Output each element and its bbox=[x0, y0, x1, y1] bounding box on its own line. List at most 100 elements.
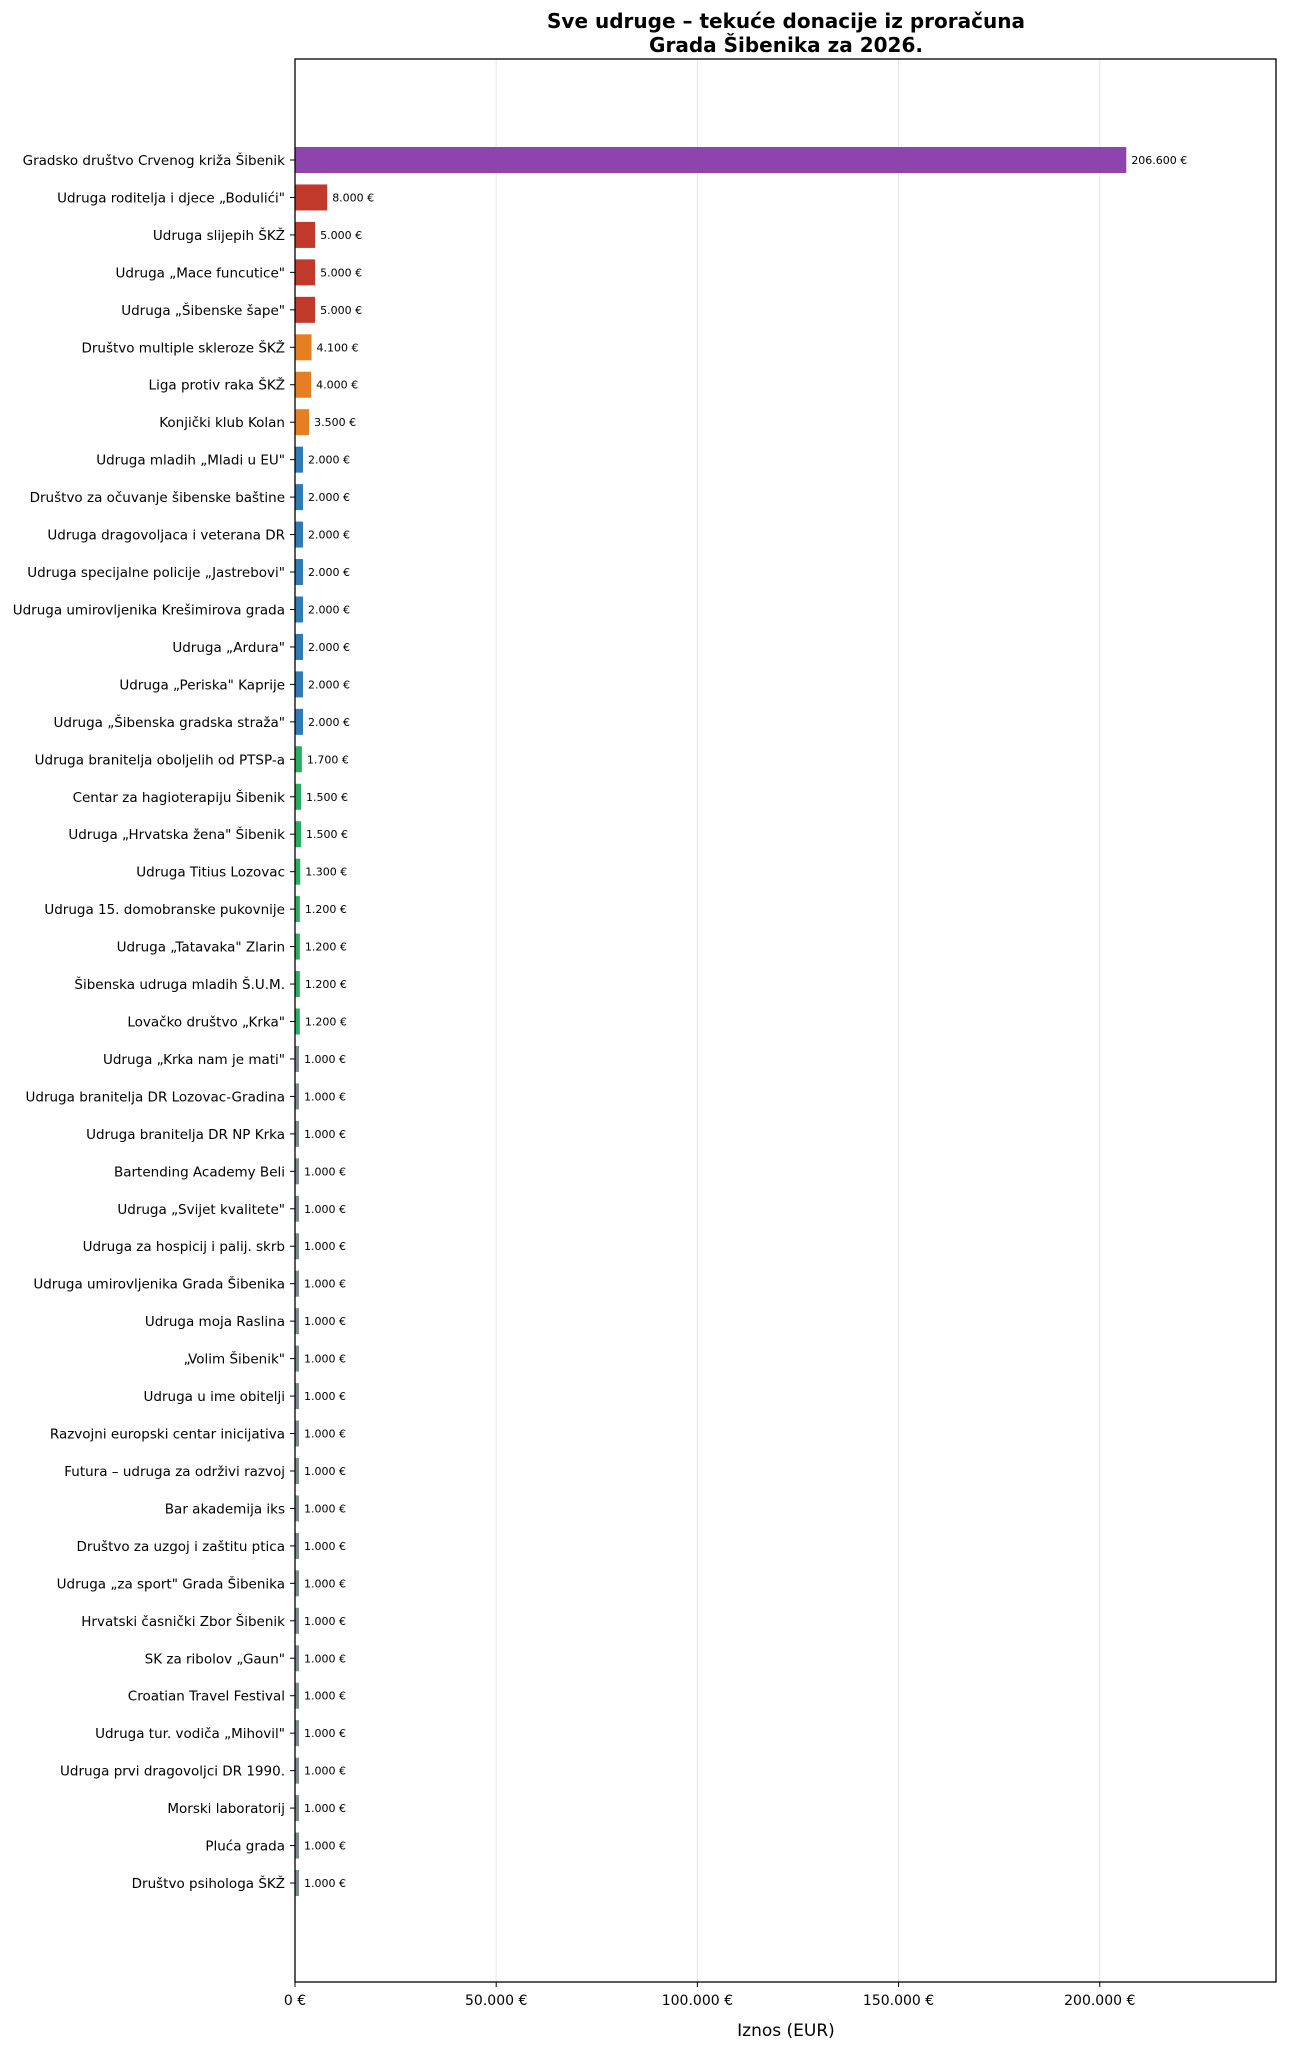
bar bbox=[295, 409, 310, 436]
y-tick-label: Udruga „Mace funcutice" bbox=[116, 265, 285, 281]
y-tick-label: Udruga „Svijet kvalitete" bbox=[117, 1202, 285, 1218]
y-tick-label: Udruga „Krka nam je mati" bbox=[103, 1052, 285, 1068]
bar bbox=[295, 1158, 300, 1185]
bar-value-label: 5.000 € bbox=[320, 304, 362, 317]
bar-value-label: 1.000 € bbox=[304, 1090, 346, 1103]
chart-title-line-2: Grada Šibenika za 2026. bbox=[649, 33, 923, 57]
y-tick-label: Društvo psihologa ŠKŽ bbox=[132, 1874, 285, 1892]
bar bbox=[295, 296, 316, 323]
y-tick-label: Udruga slijepih ŠKŽ bbox=[153, 226, 285, 244]
y-tick-label: Udruga prvi dragovoljci DR 1990. bbox=[60, 1764, 285, 1780]
bar-value-label: 3.500 € bbox=[314, 416, 356, 429]
bar-value-label: 1.000 € bbox=[304, 1053, 346, 1066]
bar bbox=[295, 1345, 300, 1372]
bar-value-label: 1.000 € bbox=[304, 1428, 346, 1441]
y-tick-label: Društvo za uzgoj i zaštitu ptica bbox=[77, 1539, 285, 1555]
bar-value-label: 5.000 € bbox=[320, 229, 362, 242]
bar-value-label: 2.000 € bbox=[308, 603, 350, 616]
bar bbox=[295, 1645, 300, 1672]
bar-value-label: 2.000 € bbox=[308, 529, 350, 542]
bar bbox=[295, 371, 312, 398]
bar bbox=[295, 783, 302, 810]
y-tick-label: Udruga tur. vodiča „Mihovil" bbox=[95, 1726, 285, 1742]
bar-value-label: 1.000 € bbox=[304, 1727, 346, 1740]
bar bbox=[295, 1008, 300, 1035]
bar bbox=[295, 221, 316, 248]
bar-value-label: 1.000 € bbox=[304, 1540, 346, 1553]
y-tick-label: Udruga Titius Lozovac bbox=[136, 865, 285, 881]
y-tick-label: Udruga 15. domobranske pukovnije bbox=[44, 902, 285, 918]
y-tick-label: Croatian Travel Festival bbox=[128, 1689, 285, 1705]
bar bbox=[295, 1870, 300, 1896]
bar bbox=[295, 1120, 300, 1147]
bar-value-label: 1.000 € bbox=[304, 1353, 346, 1366]
y-tick-label: Udruga dragovoljaca i veterana DR bbox=[47, 528, 285, 544]
bar-value-label: 1.200 € bbox=[305, 941, 347, 954]
y-tick-label: Lovačko društvo „Krka" bbox=[127, 1015, 285, 1031]
bar-value-label: 1.700 € bbox=[307, 753, 349, 766]
y-tick-label: Centar za hagioterapiju Šibenik bbox=[73, 788, 286, 806]
bar-value-label: 2.000 € bbox=[308, 678, 350, 691]
y-tick-label: Liga protiv raka ŠKŽ bbox=[149, 376, 285, 394]
bar bbox=[295, 184, 328, 211]
bar-value-label: 1.000 € bbox=[304, 1802, 346, 1815]
bar-value-label: 1.000 € bbox=[304, 1615, 346, 1628]
y-tick-label: Udruga specijalne policije „Jastrebovi" bbox=[27, 565, 285, 581]
chart-title-line-1: Sve udruge – tekuće donacije iz proračun… bbox=[547, 9, 1025, 33]
bar-value-label: 1.200 € bbox=[305, 903, 347, 916]
bar bbox=[295, 971, 300, 998]
x-tick-label: 200.000 € bbox=[1064, 1993, 1135, 2009]
y-tick-label: Udruga roditelja i djece „Bodulići" bbox=[57, 190, 285, 206]
bar-value-label: 2.000 € bbox=[308, 716, 350, 729]
bar bbox=[295, 708, 304, 735]
bar bbox=[295, 1457, 300, 1484]
y-tick-label: Morski laboratorij bbox=[167, 1801, 285, 1817]
bar bbox=[295, 633, 304, 660]
bar bbox=[295, 484, 304, 511]
y-tick-label: Udruga umirovljenika Grada Šibenika bbox=[33, 1275, 285, 1293]
y-tick-label: Udruga „Hrvatska žena" Šibenik bbox=[68, 825, 285, 843]
y-tick-label: Udruga „Periska" Kaprije bbox=[119, 677, 285, 693]
bar-value-label: 1.300 € bbox=[305, 866, 347, 879]
bar-value-label: 1.200 € bbox=[305, 978, 347, 991]
y-tick-label: Udruga umirovljenika Krešimirova grada bbox=[13, 602, 285, 618]
y-tick-label: Udruga „za sport" Grada Šibenika bbox=[57, 1574, 285, 1592]
bar-value-label: 1.000 € bbox=[304, 1315, 346, 1328]
bar bbox=[295, 1682, 300, 1709]
bar-value-label: 8.000 € bbox=[332, 191, 374, 204]
bar bbox=[295, 1795, 300, 1822]
bar-value-label: 1.000 € bbox=[304, 1390, 346, 1403]
y-tick-label: Udruga branitelja DR Lozovac-Gradina bbox=[26, 1089, 286, 1105]
bar bbox=[295, 1195, 300, 1222]
x-tick-label: 0 € bbox=[284, 1993, 306, 2009]
bar-value-label: 1.200 € bbox=[305, 1016, 347, 1029]
bar bbox=[295, 671, 304, 698]
bar bbox=[295, 746, 302, 773]
x-tick-label: 50.000 € bbox=[465, 1993, 527, 2009]
bar-value-label: 1.000 € bbox=[304, 1877, 346, 1890]
bar bbox=[295, 1383, 300, 1410]
bar-value-label: 1.000 € bbox=[304, 1652, 346, 1665]
bar-value-label: 2.000 € bbox=[308, 454, 350, 467]
plot-frame bbox=[294, 58, 1277, 1983]
x-tick-label: 150.000 € bbox=[863, 1993, 934, 2009]
y-tick-label: Udruga mladih „Mladi u EU" bbox=[96, 453, 285, 469]
bar bbox=[295, 1570, 300, 1597]
bar bbox=[295, 446, 304, 473]
bar-value-label: 4.100 € bbox=[316, 341, 358, 354]
bar bbox=[295, 1308, 300, 1335]
y-tick-label: Udruga u ime obitelji bbox=[144, 1389, 285, 1405]
bar-value-label: 1.000 € bbox=[304, 1840, 346, 1853]
bar bbox=[295, 1045, 300, 1072]
y-tick-label: Gradsko društvo Crvenog križa Šibenik bbox=[23, 151, 286, 169]
x-axis-label: Iznos (EUR) bbox=[737, 2021, 835, 2041]
y-tick-label: Futura – udruga za održivi razvoj bbox=[64, 1464, 285, 1480]
y-tick-label: SK za ribolov „Gaun" bbox=[145, 1651, 285, 1667]
bar bbox=[295, 1532, 300, 1559]
bar-value-label: 4.000 € bbox=[316, 379, 358, 392]
bar bbox=[295, 259, 316, 286]
y-tick-label: Pluća grada bbox=[205, 1839, 285, 1855]
bar bbox=[295, 1720, 300, 1747]
y-tick-label: Bar akademija iks bbox=[165, 1501, 285, 1517]
